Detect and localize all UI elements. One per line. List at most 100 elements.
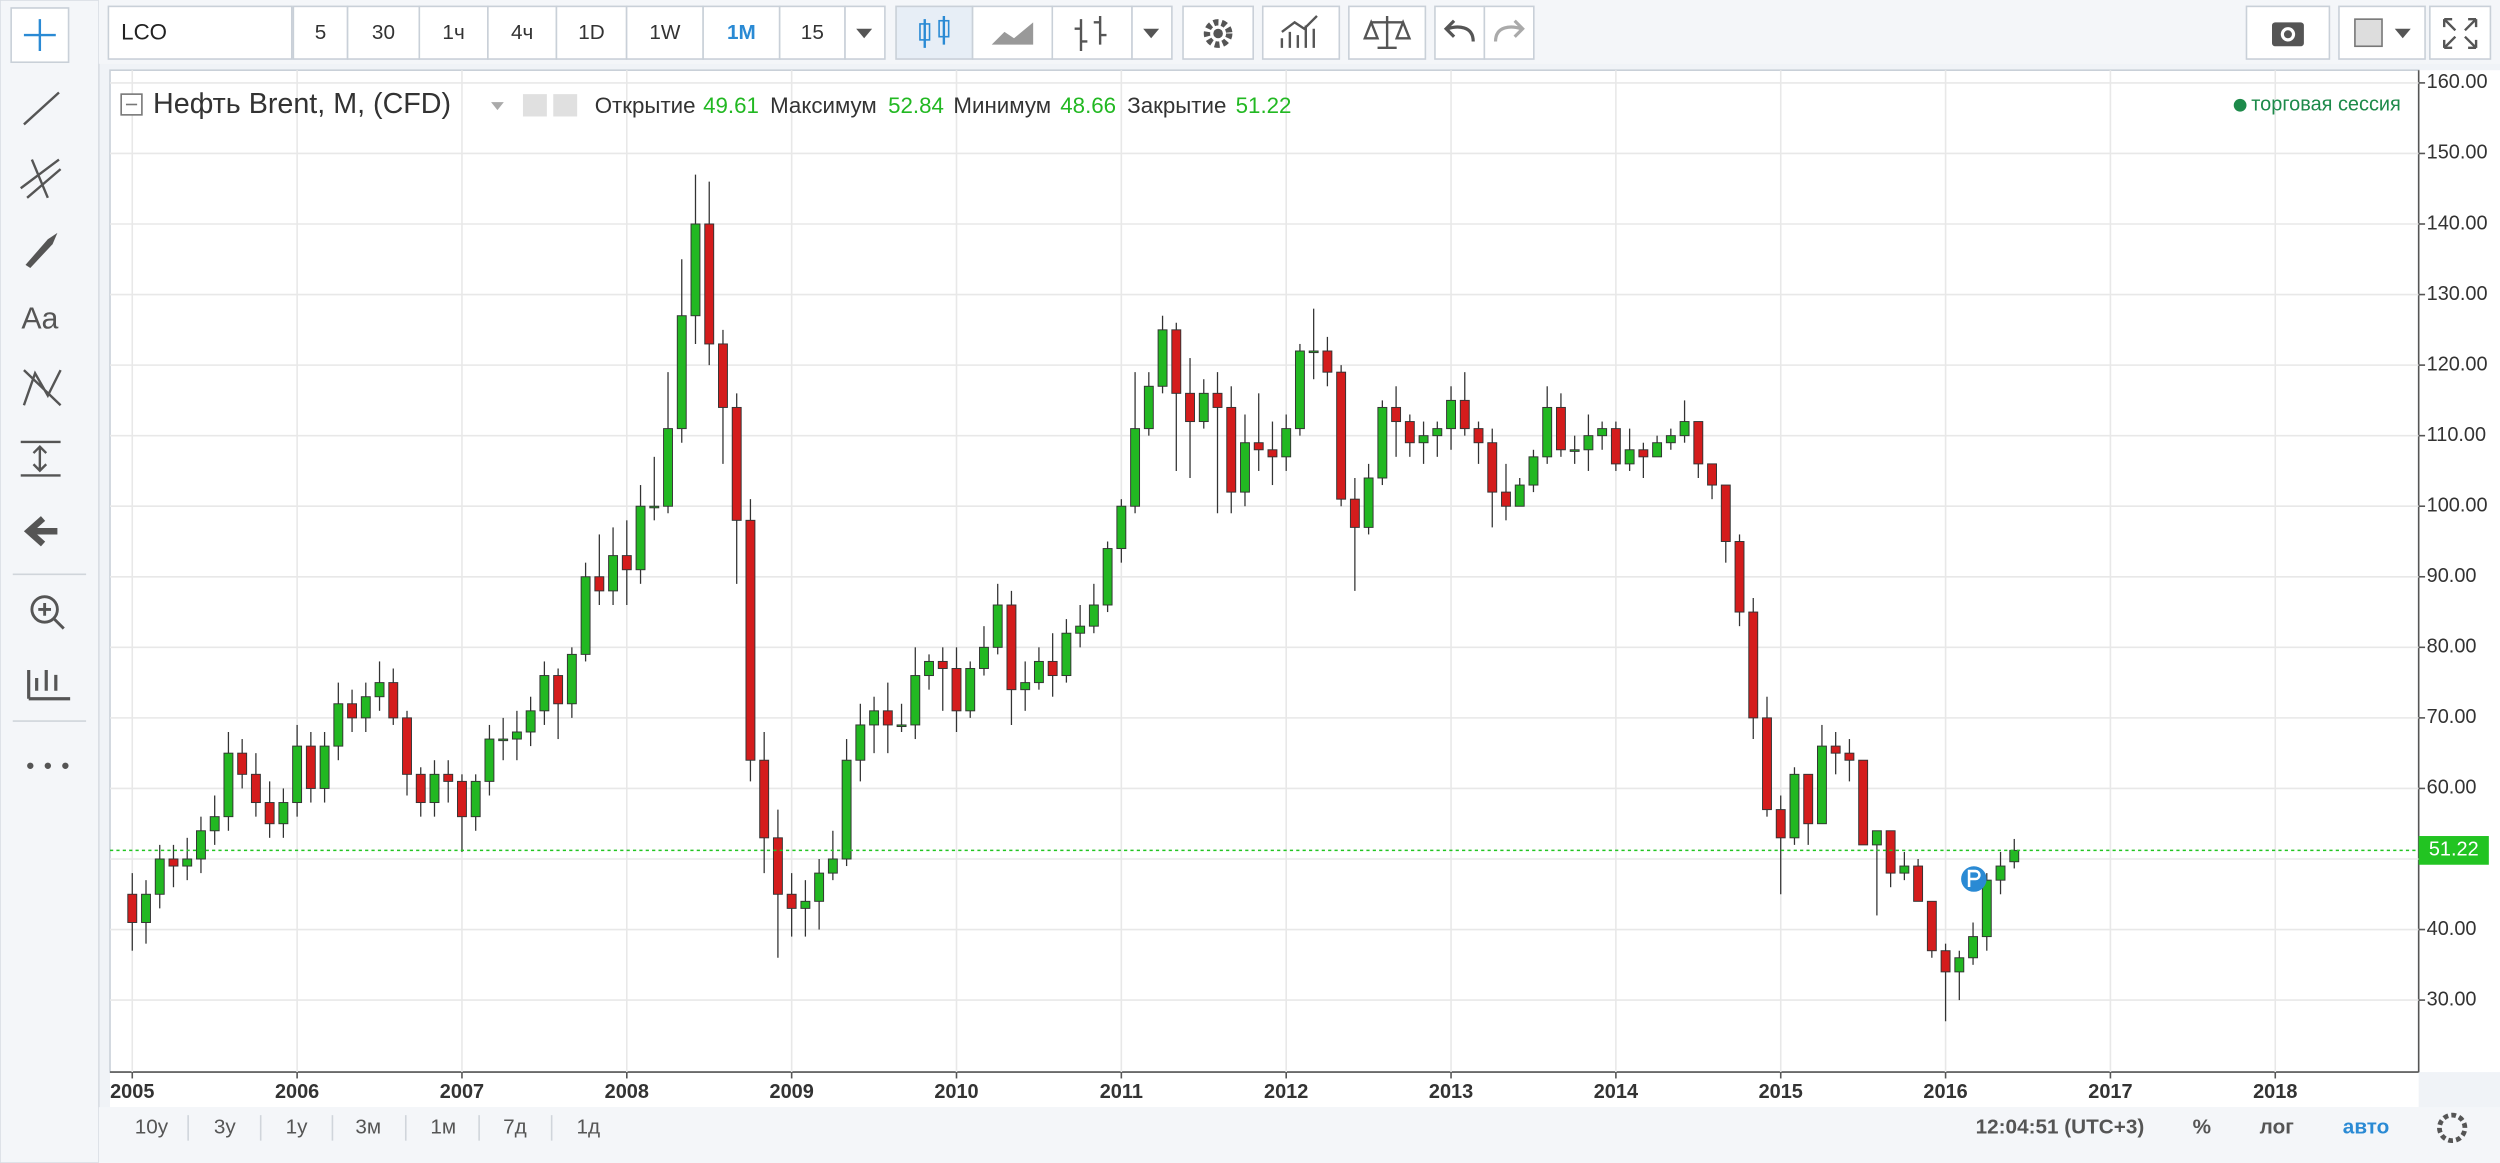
candle-body xyxy=(360,696,371,719)
candle-body xyxy=(1528,456,1539,486)
candle-body xyxy=(786,893,797,909)
candle-body xyxy=(759,759,770,839)
candle-body xyxy=(1006,604,1017,691)
brush-tool[interactable] xyxy=(25,232,58,269)
ruler-tool[interactable] xyxy=(27,670,71,701)
candle-body xyxy=(1899,865,1910,874)
y-tick-label: 30.00 xyxy=(2427,988,2477,1010)
candle-body xyxy=(484,738,495,782)
range-button[interactable]: 3м xyxy=(355,1115,381,1138)
candle-body xyxy=(1418,435,1429,444)
back-tool[interactable] xyxy=(23,516,58,547)
symbol-box[interactable] xyxy=(107,5,293,60)
range-button[interactable]: 1д xyxy=(577,1115,601,1138)
candle-body xyxy=(1555,406,1566,451)
candle-body xyxy=(1995,865,2006,881)
line-tool[interactable] xyxy=(23,91,60,126)
interval-button[interactable] xyxy=(292,5,349,60)
chart-type-dropdown[interactable] xyxy=(1131,5,1173,60)
interval-button[interactable] xyxy=(418,5,489,60)
interval-button[interactable] xyxy=(487,5,558,60)
pattern-tool[interactable] xyxy=(22,369,62,407)
candle-body xyxy=(979,646,989,669)
candle-body xyxy=(704,223,715,345)
y-tick-label: 110.00 xyxy=(2427,424,2486,446)
chart-title: Нефть Brent, M, (CFD) xyxy=(153,88,451,120)
candle-body xyxy=(223,752,234,818)
range-button[interactable]: 3y xyxy=(214,1115,237,1138)
scale-option[interactable]: лог xyxy=(2260,1115,2295,1138)
candle-body xyxy=(1514,484,1525,507)
scale-option[interactable]: % xyxy=(2193,1115,2211,1138)
settings-bottom[interactable] xyxy=(2437,1112,2468,1144)
crosshair-icon xyxy=(23,19,56,52)
measure-tool[interactable] xyxy=(20,440,61,477)
zoom-tool[interactable] xyxy=(30,595,59,624)
candle-body xyxy=(1638,449,1649,458)
candle-body xyxy=(663,428,673,507)
candle-body xyxy=(2009,849,2020,863)
candles-button[interactable] xyxy=(895,5,974,60)
range-button[interactable]: 10y xyxy=(135,1115,169,1138)
undo-button[interactable] xyxy=(1434,5,1486,60)
candle-body xyxy=(1377,406,1388,479)
interval-button[interactable] xyxy=(555,5,628,60)
candle-body xyxy=(1143,385,1154,430)
candle-body xyxy=(319,745,330,789)
candle-body xyxy=(1610,428,1621,465)
plot-area xyxy=(109,69,2420,1073)
more-dot[interactable] xyxy=(27,762,34,769)
candle-body xyxy=(1061,632,1072,677)
candle-body xyxy=(209,816,220,832)
candle-body xyxy=(264,802,275,825)
text-tool[interactable]: Aa xyxy=(21,303,58,336)
range-button[interactable]: 1y xyxy=(286,1115,309,1138)
interval-label: 1W xyxy=(649,21,681,44)
y-tick-label: 160.00 xyxy=(2427,71,2488,93)
range-button[interactable]: 1м xyxy=(430,1115,456,1138)
candle-body xyxy=(1198,392,1209,423)
ohlc-label: Закрытие xyxy=(1127,93,1226,118)
bars-button[interactable] xyxy=(1051,5,1133,60)
candle-body xyxy=(869,710,880,726)
fork-tool[interactable] xyxy=(20,158,62,199)
candle-body xyxy=(827,858,838,874)
candle-body xyxy=(1720,484,1731,542)
interval-button[interactable] xyxy=(778,5,846,60)
fullscreen-button[interactable] xyxy=(2429,5,2492,60)
candle-body xyxy=(388,682,399,719)
area-button[interactable] xyxy=(971,5,1054,60)
candle-body xyxy=(1487,442,1498,493)
ohlc-label: Максимум xyxy=(770,93,877,118)
interval-button[interactable] xyxy=(625,5,704,60)
candle-body xyxy=(924,660,934,677)
x-tick-label: 2014 xyxy=(1594,1081,1638,1103)
candle-body xyxy=(429,773,440,804)
x-tick-label: 2012 xyxy=(1264,1081,1308,1103)
indicators-button[interactable] xyxy=(1261,5,1341,60)
scale-option[interactable]: авто xyxy=(2343,1115,2390,1138)
interval-button[interactable] xyxy=(346,5,421,60)
candle-body xyxy=(1597,428,1608,437)
candle-body xyxy=(1693,421,1704,465)
candle-body xyxy=(566,653,577,705)
candle-body xyxy=(1926,900,1937,952)
range-button[interactable]: 7д xyxy=(503,1115,527,1138)
y-tick-label: 90.00 xyxy=(2427,565,2477,587)
candle-body xyxy=(1171,329,1182,394)
ohlc-label: Минимум xyxy=(953,93,1051,118)
candle-body xyxy=(1253,442,1264,451)
title-dropdown[interactable] xyxy=(491,102,504,111)
settings-small[interactable] xyxy=(553,94,578,117)
candle-body xyxy=(1212,392,1223,408)
candle-body xyxy=(305,745,316,789)
candle-body xyxy=(1569,449,1580,452)
eye-button[interactable] xyxy=(522,94,547,117)
candle-body xyxy=(1789,773,1800,839)
candle-body xyxy=(1954,957,1965,973)
candle-body xyxy=(1281,428,1292,458)
candle-body xyxy=(127,893,138,923)
redo-button[interactable] xyxy=(1483,5,1535,60)
more-dot xyxy=(44,762,52,769)
